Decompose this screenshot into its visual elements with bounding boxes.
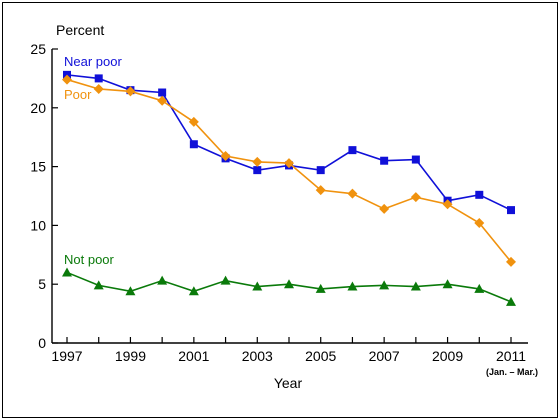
y-tick-label: 5 <box>38 276 46 292</box>
point-near-poor <box>253 166 262 175</box>
x-tick-label: 2007 <box>369 348 400 364</box>
x-tick-label: 2011 <box>496 348 526 364</box>
point-not-poor <box>506 296 516 306</box>
point-poor <box>252 156 263 167</box>
point-near-poor <box>189 140 198 149</box>
point-not-poor <box>284 279 294 289</box>
point-not-poor <box>347 281 358 291</box>
series-line-poor <box>66 78 512 263</box>
point-not-poor <box>220 275 231 285</box>
point-near-poor <box>475 190 484 199</box>
x-tick-label: 1999 <box>115 348 146 364</box>
point-poor <box>347 188 358 199</box>
x-tick-label: 2005 <box>305 348 336 364</box>
point-not-poor <box>252 281 263 291</box>
point-poor <box>474 218 485 229</box>
point-poor <box>442 199 453 210</box>
x-axis-title: Year <box>274 375 303 391</box>
x-axis-note: (Jan. – Mar.) <box>486 367 538 377</box>
point-poor <box>62 74 72 85</box>
point-near-poor <box>94 74 103 83</box>
point-poor <box>315 185 326 196</box>
point-poor <box>379 203 390 214</box>
series-label-poor: Poor <box>64 87 92 102</box>
point-not-poor <box>379 280 390 290</box>
point-not-poor <box>125 286 136 296</box>
point-poor <box>125 86 136 97</box>
y-axis-title: Percent <box>56 22 104 38</box>
point-not-poor <box>442 279 453 289</box>
point-near-poor <box>507 206 515 215</box>
point-poor <box>220 151 231 162</box>
y-tick-label: 25 <box>30 41 46 57</box>
point-not-poor <box>157 275 168 285</box>
point-poor <box>506 256 516 267</box>
point-poor <box>93 83 104 94</box>
point-not-poor <box>315 283 326 293</box>
point-poor <box>284 158 294 169</box>
series-label-not-poor: Not poor <box>64 252 115 267</box>
series-label-near-poor: Near poor <box>64 54 122 69</box>
point-near-poor <box>380 156 389 165</box>
point-not-poor <box>93 280 104 290</box>
series-line-near-poor <box>66 74 512 211</box>
y-tick-label: 15 <box>30 159 46 175</box>
plot-area: 0 5 10 15 20 25 1997 1999 2001 2003 2005 2007 2009 20… <box>30 41 528 364</box>
x-tick-label: 2001 <box>178 348 209 364</box>
point-near-poor <box>158 88 167 97</box>
point-near-poor <box>348 146 357 155</box>
point-not-poor <box>62 267 72 277</box>
point-not-poor <box>410 281 421 291</box>
point-near-poor <box>316 166 325 175</box>
point-poor <box>188 116 199 127</box>
x-tick-label: 2009 <box>432 348 463 364</box>
y-tick-label: 10 <box>30 217 46 233</box>
point-near-poor <box>411 155 420 164</box>
y-tick-label: 0 <box>38 335 46 351</box>
y-tick-label: 20 <box>30 100 46 116</box>
point-poor <box>157 95 168 106</box>
point-not-poor <box>188 286 199 296</box>
x-tick-label: 2003 <box>242 348 273 364</box>
point-poor <box>410 192 421 203</box>
x-tick-label: 1997 <box>51 348 82 364</box>
point-not-poor <box>474 283 485 293</box>
